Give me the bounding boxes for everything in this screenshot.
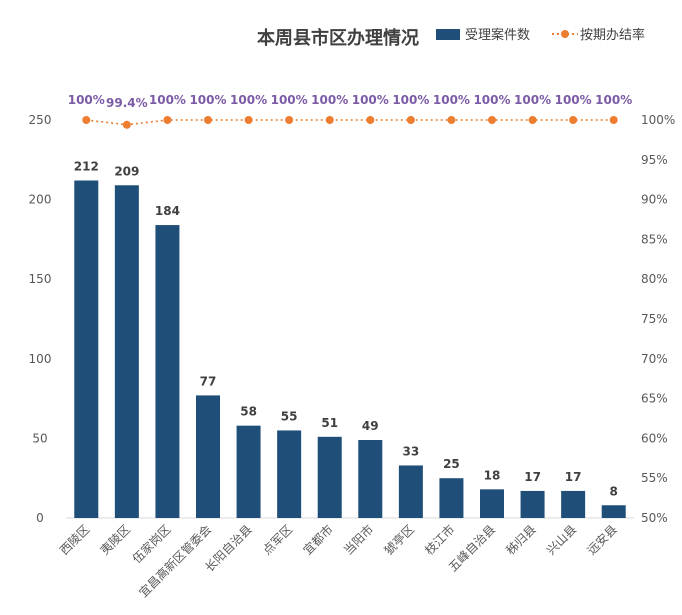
rate-value-label: 100% xyxy=(433,93,470,107)
rate-point xyxy=(163,116,171,124)
bar-value-label: 25 xyxy=(443,457,460,471)
left-tick-label: 50 xyxy=(32,431,47,445)
right-tick-label: 80% xyxy=(641,272,668,286)
bar xyxy=(399,465,423,518)
bar xyxy=(439,478,463,518)
rate-labels: 100% 99.4% 100% 100% 100% 100% 100% 100% 100% 100… xyxy=(68,93,633,110)
rate-value-label: 100% xyxy=(555,93,592,107)
bar xyxy=(74,180,98,518)
rate-value-label: 100% xyxy=(149,93,186,107)
category-label: 枝江市 xyxy=(421,522,457,558)
bar-value-label: 17 xyxy=(524,470,541,484)
rate-point xyxy=(529,116,537,124)
category-label: 远安县 xyxy=(584,522,620,558)
bar-value-label: 17 xyxy=(565,470,582,484)
left-axis: 0 50 100 150 200 250 xyxy=(29,113,52,525)
right-tick-label: 50% xyxy=(641,511,668,525)
rate-value-label: 100% xyxy=(392,93,429,107)
rate-point xyxy=(610,116,618,124)
rate-point xyxy=(488,116,496,124)
bar xyxy=(521,491,545,518)
left-tick-label: 150 xyxy=(29,272,52,286)
bar-value-label: 51 xyxy=(321,416,338,430)
legend-line-label: 按期办结率 xyxy=(580,27,645,43)
rate-points xyxy=(82,116,617,129)
category-label: 兴山县 xyxy=(544,522,579,557)
rate-value-label: 100% xyxy=(68,93,105,107)
bar xyxy=(237,426,261,518)
left-tick-label: 200 xyxy=(29,193,52,207)
category-label: 宜都市 xyxy=(300,522,336,558)
legend-bar-label: 受理案件数 xyxy=(465,28,530,43)
left-tick-label: 250 xyxy=(29,113,52,127)
bar-value-label: 58 xyxy=(240,405,257,419)
rate-value-label: 100% xyxy=(311,93,348,107)
bar-value-label: 212 xyxy=(74,159,99,173)
bar xyxy=(115,185,139,518)
rate-value-label: 99.4% xyxy=(106,96,148,110)
rate-point xyxy=(245,116,253,124)
rate-value-label: 100% xyxy=(230,93,267,107)
bars xyxy=(74,180,625,518)
right-tick-label: 55% xyxy=(641,471,668,485)
bar-value-label: 18 xyxy=(484,468,501,482)
bar xyxy=(277,430,301,518)
left-tick-label: 0 xyxy=(36,511,44,525)
right-tick-label: 65% xyxy=(641,392,668,406)
left-tick-label: 100 xyxy=(29,352,52,366)
right-tick-label: 70% xyxy=(641,352,668,366)
bar xyxy=(318,437,342,518)
rate-value-label: 100% xyxy=(352,93,389,107)
rate-point xyxy=(407,116,415,124)
rate-value-label: 100% xyxy=(595,93,632,107)
bar xyxy=(358,440,382,518)
right-tick-label: 85% xyxy=(641,232,668,246)
right-tick-label: 90% xyxy=(641,193,668,207)
category-label: 猇亭区 xyxy=(381,522,417,558)
rate-point xyxy=(285,116,293,124)
legend: 受理案件数 按期办结率 xyxy=(436,27,645,43)
category-label: 宜昌高新区管委会 xyxy=(136,522,214,600)
legend-bar-swatch xyxy=(436,29,460,40)
right-tick-label: 100% xyxy=(641,113,675,127)
bar-value-label: 49 xyxy=(362,419,379,433)
rate-point xyxy=(204,116,212,124)
right-tick-label: 95% xyxy=(641,153,668,167)
rate-point xyxy=(569,116,577,124)
rate-point xyxy=(123,121,131,129)
chart: 本周县市区办理情况 受理案件数 按期办结率 0 50 100 150 200 250 50… xyxy=(0,0,682,615)
bar-value-label: 33 xyxy=(403,444,420,458)
bar xyxy=(602,505,626,518)
right-axis: 50% 55% 60% 65% 70% 75% 80% 85% 90% 95% 100% xyxy=(641,113,675,525)
category-label: 当阳市 xyxy=(340,522,376,558)
bar xyxy=(155,225,179,518)
category-label: 点军区 xyxy=(260,522,295,557)
rate-point xyxy=(447,116,455,124)
chart-title: 本周县市区办理情况 xyxy=(257,27,419,49)
rate-point xyxy=(326,116,334,124)
bar xyxy=(480,489,504,518)
legend-line-marker xyxy=(561,30,569,38)
bar xyxy=(196,395,220,518)
right-tick-label: 60% xyxy=(641,431,668,445)
bar-value-label: 77 xyxy=(200,374,217,388)
category-label: 夷陵区 xyxy=(97,522,133,558)
rate-value-label: 100% xyxy=(514,93,551,107)
bar-labels: 212 209 184 77 58 55 51 49 33 25 18 17 17 8 xyxy=(74,159,618,498)
rate-point xyxy=(82,116,90,124)
bar-value-label: 184 xyxy=(155,204,180,218)
right-tick-label: 75% xyxy=(641,312,668,326)
rate-value-label: 100% xyxy=(473,93,510,107)
bar xyxy=(561,491,585,518)
category-label: 西陵区 xyxy=(57,522,92,557)
bar-value-label: 8 xyxy=(610,484,618,498)
rate-point xyxy=(366,116,374,124)
rate-value-label: 100% xyxy=(271,93,308,107)
category-label: 秭归县 xyxy=(503,522,538,557)
bar-value-label: 209 xyxy=(114,164,139,178)
bar-value-label: 55 xyxy=(281,409,298,423)
rate-value-label: 100% xyxy=(189,93,226,107)
